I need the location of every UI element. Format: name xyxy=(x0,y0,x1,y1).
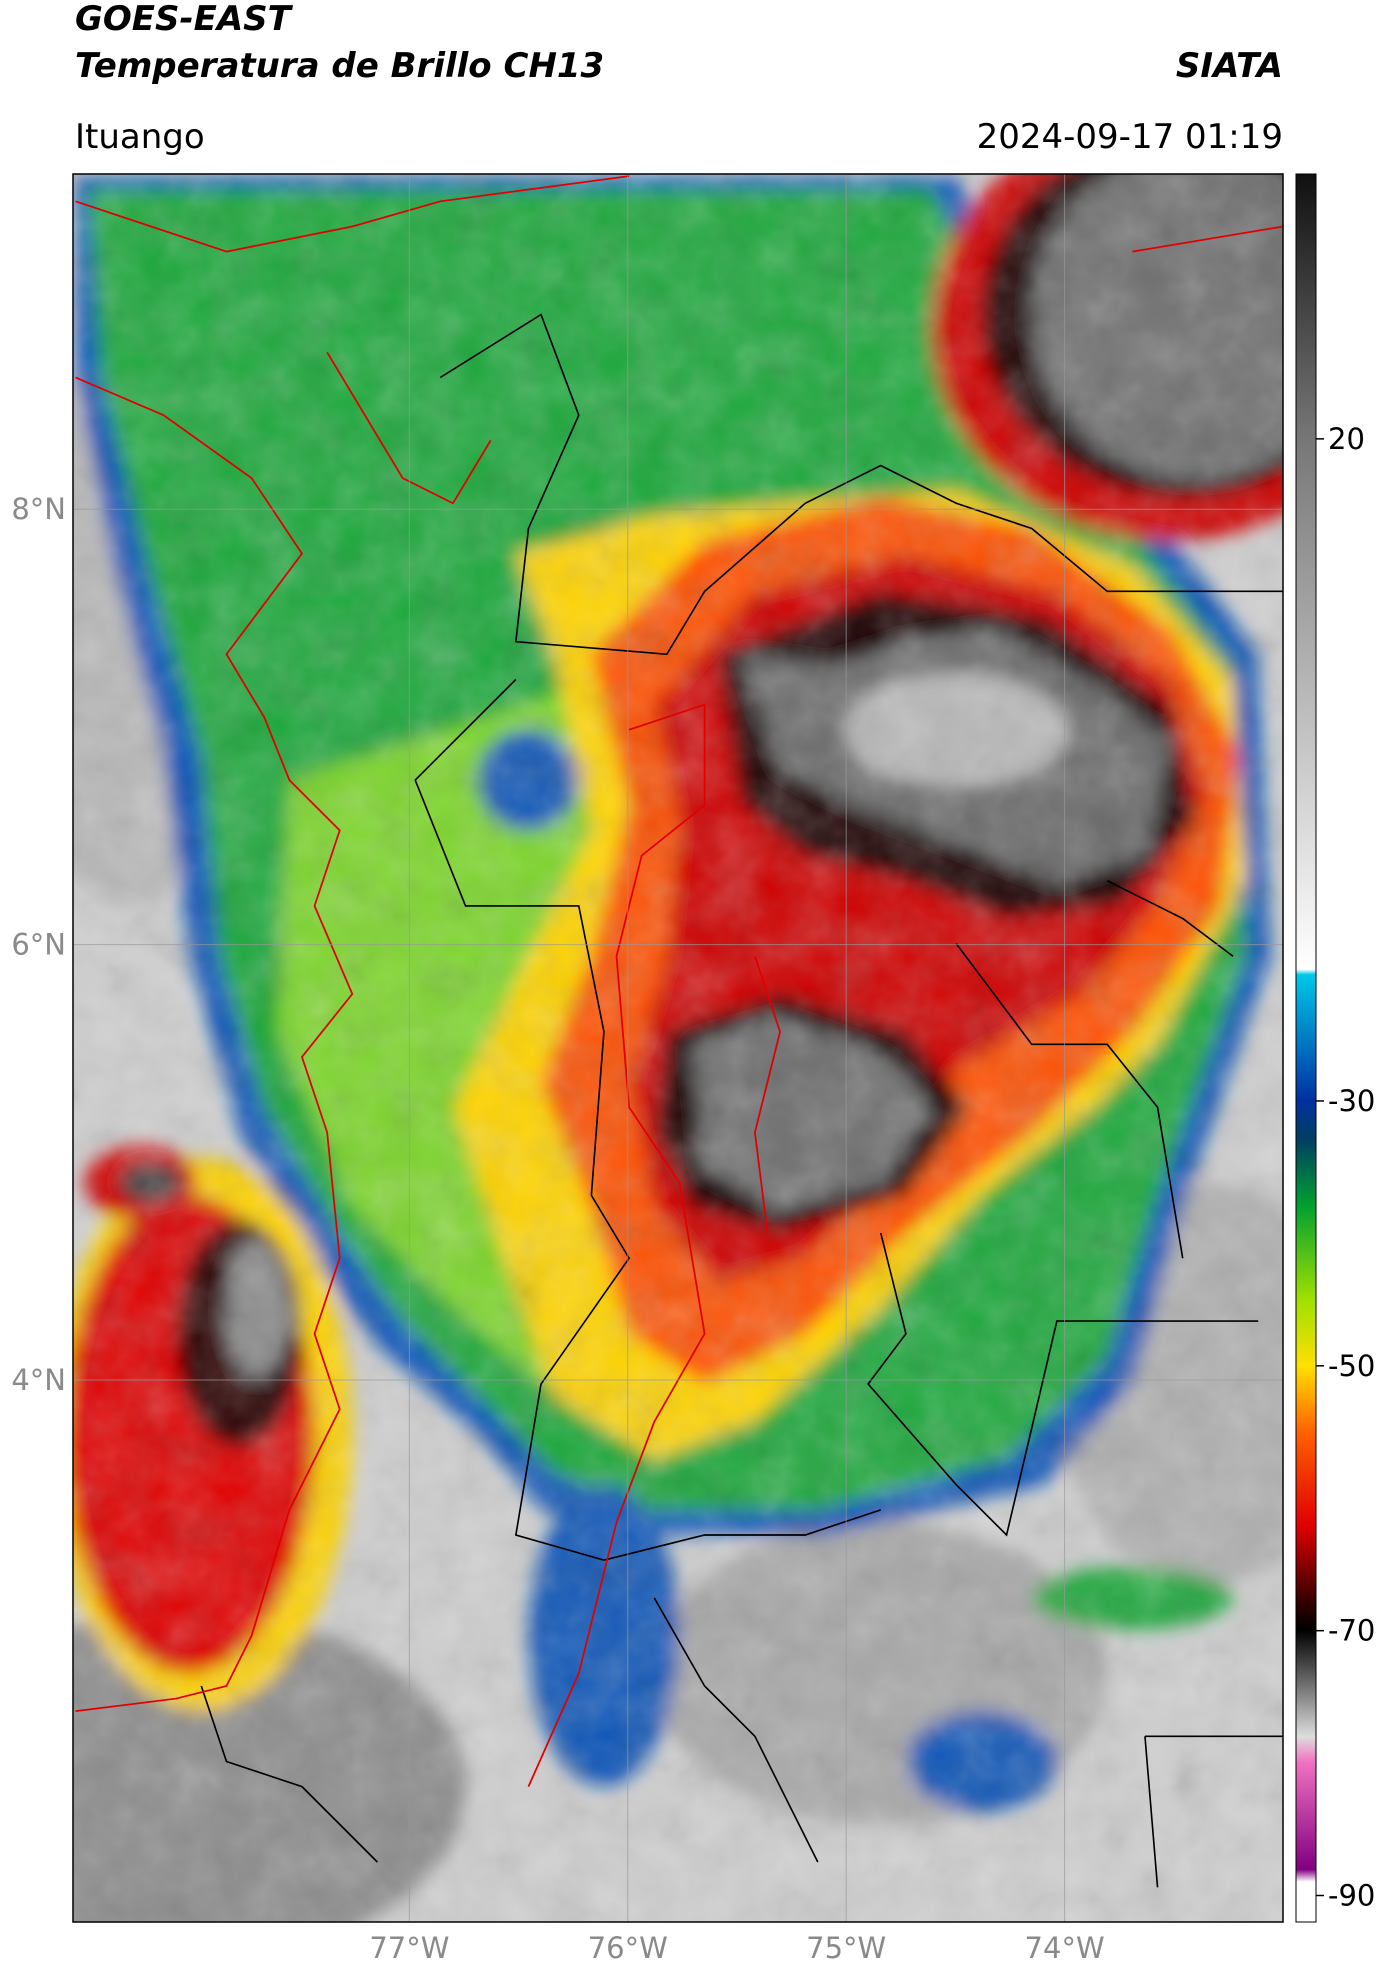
y-tick-label: 4°N xyxy=(11,1363,66,1397)
x-tick-label: 77°W xyxy=(369,1931,449,1965)
map-frame xyxy=(72,173,1284,1923)
y-tick-label: 8°N xyxy=(11,492,66,526)
grid xyxy=(73,174,1283,1922)
satellite-image xyxy=(72,173,1284,1923)
colorbar-tick-label: 20 xyxy=(1328,422,1365,456)
subtitle: Temperatura de Brillo CH13 xyxy=(75,46,604,86)
title: GOES-EAST xyxy=(75,0,294,39)
datetime: 2024-09-17 01:19 xyxy=(977,117,1283,157)
x-tick-label: 74°W xyxy=(1025,1931,1105,1965)
source: SIATA xyxy=(1176,46,1283,86)
colorbar-tick-label: -90 xyxy=(1328,1879,1375,1913)
x-tick-label: 75°W xyxy=(806,1931,886,1965)
colorbar xyxy=(1295,173,1317,1923)
region: Ituango xyxy=(75,117,205,157)
colorbar-tick-label: -70 xyxy=(1328,1614,1375,1648)
x-tick-label: 76°W xyxy=(588,1931,668,1965)
y-tick-label: 6°N xyxy=(11,928,66,962)
colorbar-tick-label: -50 xyxy=(1328,1349,1375,1383)
colorbar-tick-label: -30 xyxy=(1328,1084,1375,1118)
